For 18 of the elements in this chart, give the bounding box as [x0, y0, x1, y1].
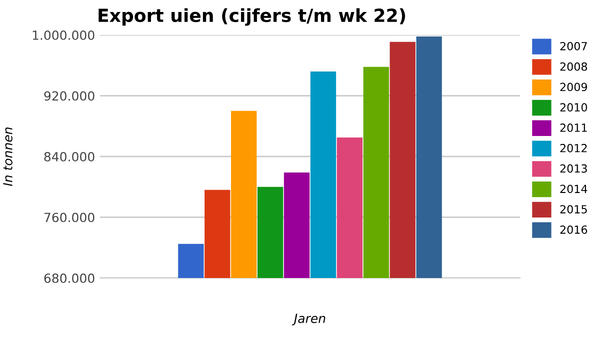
y-tick-label: 760.000	[44, 212, 94, 222]
legend-label: 2010	[560, 103, 588, 112]
y-tick-label: 920.000	[44, 91, 94, 101]
legend-label: 2014	[560, 184, 588, 194]
legend-label: 2009	[560, 82, 588, 92]
y-tick-label: 680.000	[44, 273, 94, 283]
legend-label: 2013	[560, 164, 587, 173]
legend-label: 2007	[560, 42, 587, 50]
legend-label: 2016	[560, 225, 588, 234]
legend-label: 2008	[560, 62, 588, 71]
legend-label: 2011	[560, 124, 587, 132]
x-axis-title: Jaren	[292, 314, 326, 326]
y-tick-label: 1.000.000	[32, 30, 94, 40]
legend-label: 2015	[560, 205, 587, 214]
legend-label: 2012	[560, 144, 587, 152]
y-axis-title: In tonnen	[3, 128, 12, 186]
chart-title: Export uien (cijfers t/m wk 22)	[98, 8, 406, 26]
y-tick-label: 840.000	[44, 152, 94, 162]
